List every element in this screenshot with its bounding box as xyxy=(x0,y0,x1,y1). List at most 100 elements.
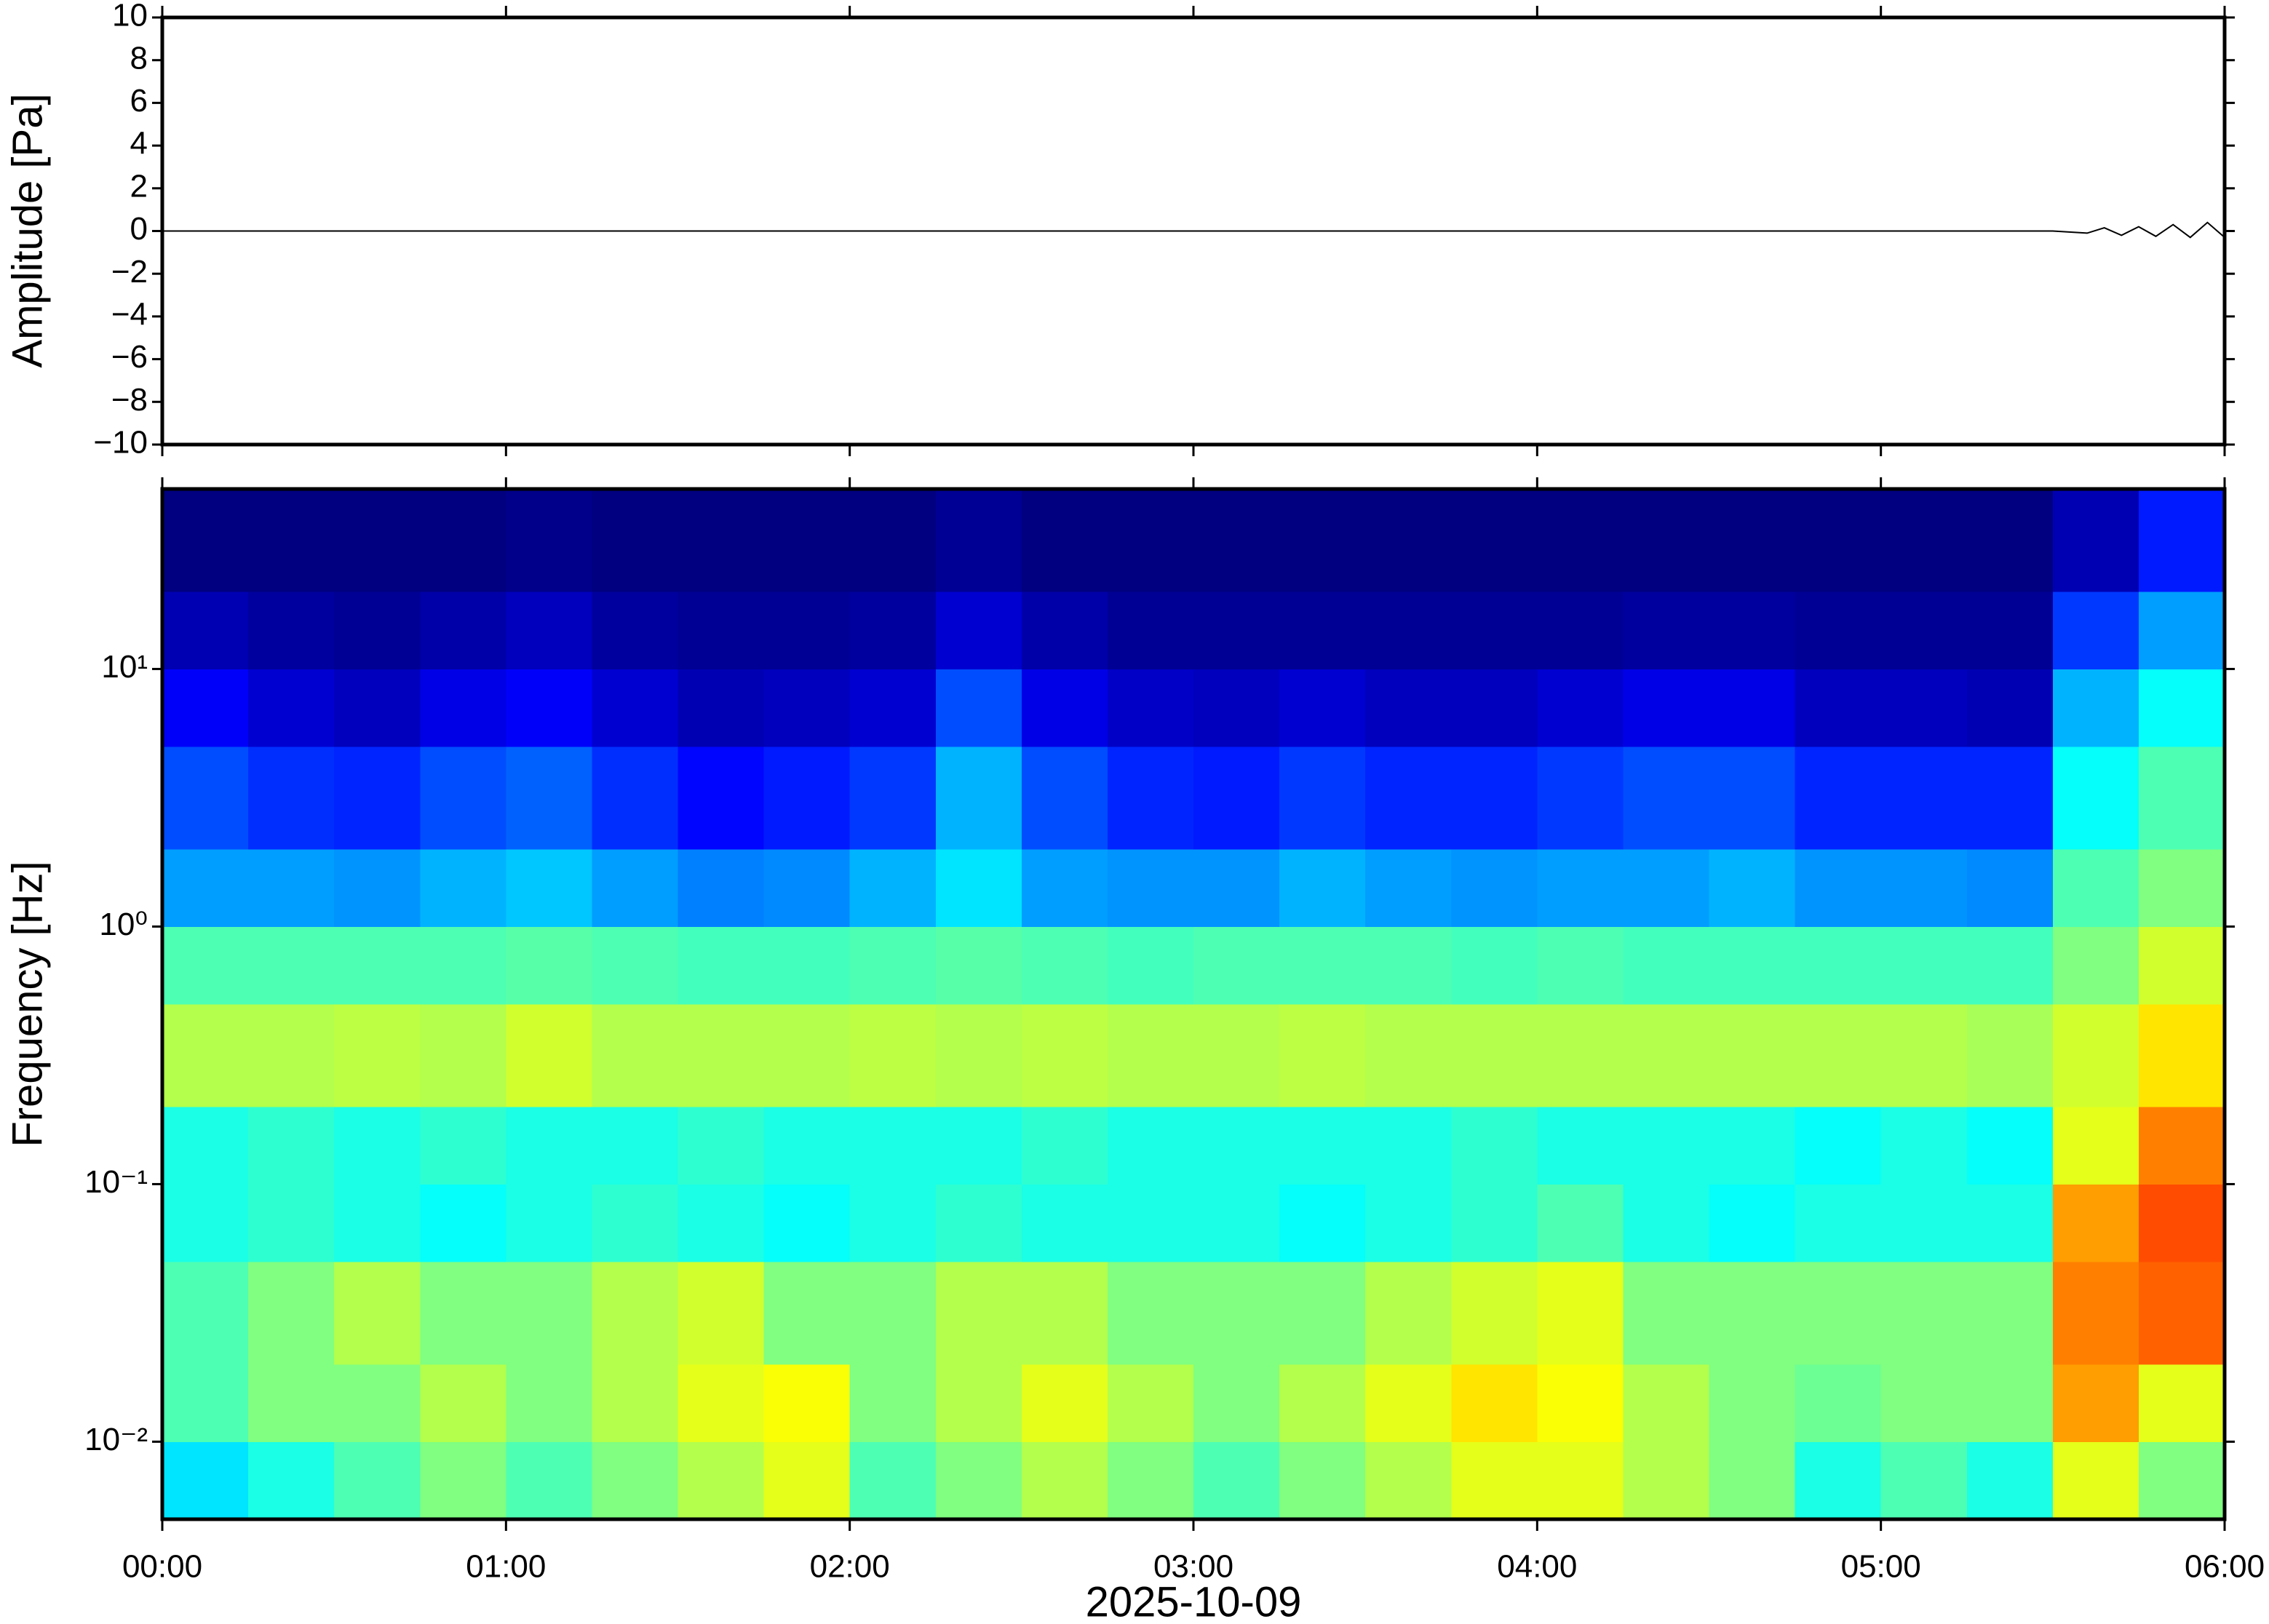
cell xyxy=(677,1262,765,1365)
cell xyxy=(1880,747,1968,850)
cell xyxy=(677,747,765,850)
x-tick-label: 04:00 xyxy=(1497,1549,1577,1585)
y-axis-label: Amplitude [Pa] xyxy=(4,93,51,367)
cell xyxy=(1279,669,1366,747)
cell xyxy=(1623,926,1709,1005)
cell xyxy=(1880,926,1968,1005)
cell xyxy=(592,1184,678,1262)
cell xyxy=(1021,489,1108,592)
cell xyxy=(2052,1106,2139,1185)
cell xyxy=(1623,669,1709,747)
cell xyxy=(1365,747,1452,850)
cell xyxy=(1795,747,1882,850)
cell xyxy=(1880,1441,1968,1520)
cell xyxy=(334,926,421,1005)
cell xyxy=(1537,1364,1624,1442)
cell xyxy=(1021,1184,1108,1262)
cell xyxy=(763,1262,851,1365)
cell xyxy=(1623,747,1709,850)
cell xyxy=(849,926,937,1005)
cell xyxy=(162,1364,249,1442)
cell xyxy=(1279,848,1366,927)
cell xyxy=(506,669,592,747)
cell xyxy=(677,489,765,592)
cell xyxy=(1021,848,1108,927)
cell xyxy=(506,1364,592,1442)
cell xyxy=(162,1004,249,1107)
cell xyxy=(1451,591,1538,669)
cell xyxy=(420,926,506,1005)
cell xyxy=(1709,1106,1796,1185)
cell xyxy=(420,1441,506,1520)
cell xyxy=(334,1004,421,1107)
cell xyxy=(162,1184,249,1262)
cell xyxy=(849,1184,937,1262)
cell xyxy=(506,591,592,669)
cell xyxy=(2052,1364,2139,1442)
cell xyxy=(1193,591,1280,669)
cell xyxy=(935,1184,1022,1262)
cell xyxy=(849,669,937,747)
cell xyxy=(162,926,249,1005)
cell xyxy=(1107,1004,1194,1107)
x-tick-label: 03:00 xyxy=(1153,1549,1233,1585)
cell xyxy=(334,591,421,669)
cell xyxy=(763,747,851,850)
cell xyxy=(1795,669,1882,747)
cell xyxy=(592,1441,678,1520)
cell xyxy=(849,1441,937,1520)
cell xyxy=(677,848,765,927)
cell xyxy=(1709,1441,1796,1520)
cell xyxy=(1279,926,1366,1005)
cell xyxy=(2138,591,2225,669)
cell xyxy=(1623,1184,1709,1262)
cell xyxy=(2138,1106,2225,1185)
cell xyxy=(506,1262,592,1365)
cell xyxy=(1279,1364,1366,1442)
y-tick-label: −2 xyxy=(111,254,148,290)
y-tick-label: 10 xyxy=(112,0,148,33)
cell xyxy=(1795,489,1882,592)
cell xyxy=(506,747,592,850)
cell xyxy=(677,669,765,747)
cell xyxy=(1966,1364,2054,1442)
cell xyxy=(677,1364,765,1442)
cell xyxy=(334,489,421,592)
cell xyxy=(763,669,851,747)
cell xyxy=(248,1262,335,1365)
cell xyxy=(420,591,506,669)
cell xyxy=(1623,489,1709,592)
cell xyxy=(1193,1364,1280,1442)
x-tick-label: 02:00 xyxy=(810,1549,890,1585)
cell xyxy=(1795,848,1882,927)
cell xyxy=(763,926,851,1005)
cell xyxy=(1193,1262,1280,1365)
cell xyxy=(1451,669,1538,747)
cell xyxy=(1966,1184,2054,1262)
cell xyxy=(1966,1262,2054,1365)
y-tick-label: 4 xyxy=(130,126,148,162)
cell xyxy=(1365,926,1452,1005)
y-tick-label: −4 xyxy=(111,297,148,333)
y-tick-label: 10⁰ xyxy=(99,907,148,942)
cell xyxy=(1279,1441,1366,1520)
cell xyxy=(1365,1364,1452,1442)
cell xyxy=(1966,848,2054,927)
y-tick-label: 8 xyxy=(130,40,148,76)
cell xyxy=(849,747,937,850)
cell xyxy=(1365,669,1452,747)
cell xyxy=(506,926,592,1005)
cell xyxy=(1966,591,2054,669)
cell xyxy=(1279,1106,1366,1185)
cell xyxy=(935,591,1022,669)
cell xyxy=(592,591,678,669)
cell xyxy=(1279,1004,1366,1107)
cell xyxy=(849,489,937,592)
cell xyxy=(592,489,678,592)
cell xyxy=(935,747,1022,850)
cell xyxy=(1021,1004,1108,1107)
cell xyxy=(1537,848,1624,927)
cell xyxy=(1623,591,1709,669)
cell xyxy=(1795,1184,1882,1262)
cell xyxy=(1107,747,1194,850)
